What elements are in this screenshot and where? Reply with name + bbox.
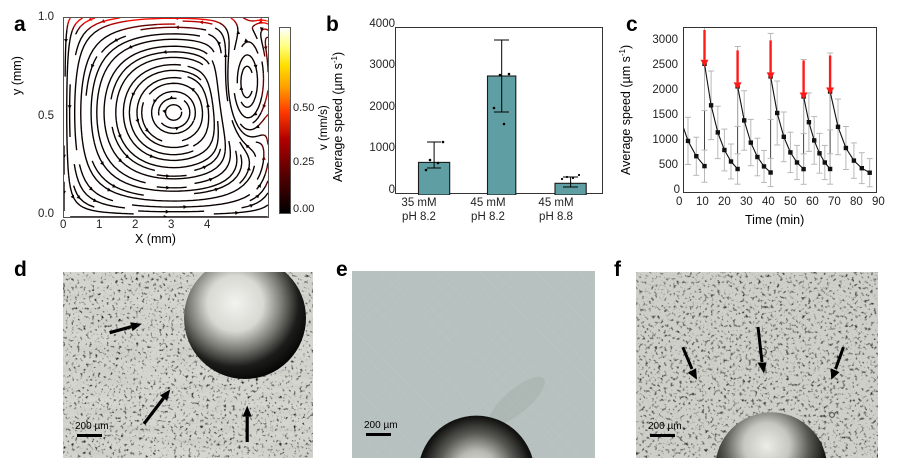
svg-text:200 µm: 200 µm (364, 420, 398, 431)
svg-text:200 µm: 200 µm (75, 421, 109, 432)
svg-text:200 µm: 200 µm (648, 421, 682, 432)
